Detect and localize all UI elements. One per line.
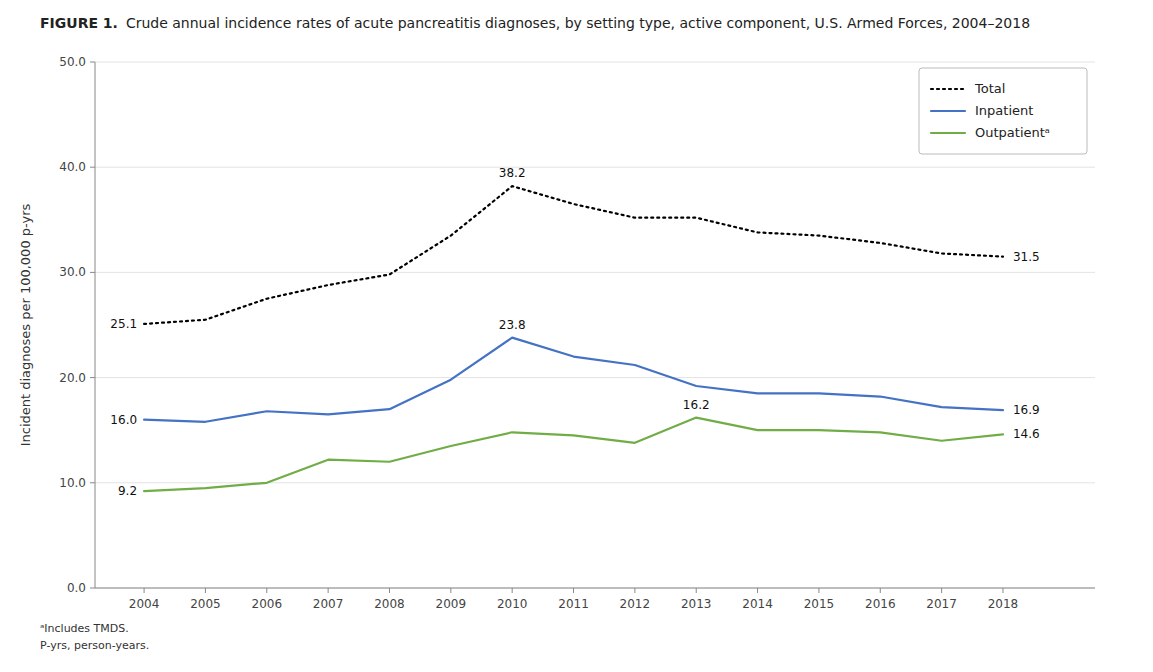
grid-line (95, 62, 1095, 63)
series-line (144, 186, 1003, 324)
legend-label: Total (974, 81, 1005, 96)
tick-label: 2016 (865, 597, 896, 611)
tick-label: 2006 (252, 597, 283, 611)
tick-mark (696, 588, 697, 593)
tick-mark (757, 588, 758, 593)
annotation: 23.8 (499, 318, 526, 332)
tick-mark (1002, 588, 1003, 593)
tick-label: 2008 (374, 597, 405, 611)
tick-mark (941, 588, 942, 593)
tick-mark (450, 588, 451, 593)
legend-swatch (931, 132, 965, 134)
y-axis (95, 62, 96, 588)
tick-label: 2017 (926, 597, 957, 611)
tick-mark (818, 588, 819, 593)
tick-label: 2004 (129, 597, 160, 611)
title-line: FIGURE 1. Crude annual incidence rates of… (40, 15, 1030, 31)
annotation: 25.1 (110, 317, 137, 331)
tick-label: 2011 (558, 597, 589, 611)
tick-mark (90, 62, 95, 63)
tick-mark (90, 588, 95, 589)
annotation: 16.0 (110, 413, 137, 427)
footnote: P-yrs, person-years. (40, 639, 149, 652)
tick-mark (144, 588, 145, 593)
annotation: 16.2 (683, 398, 710, 412)
tick-mark (205, 588, 206, 593)
tick-label: 2013 (681, 597, 712, 611)
annotation: 14.6 (1013, 427, 1040, 441)
tick-label: 10.0 (59, 476, 86, 490)
legend-swatch (931, 110, 965, 112)
tick-label: 30.0 (59, 265, 86, 279)
tick-label: 2018 (988, 597, 1019, 611)
tick-label: 2012 (620, 597, 651, 611)
series-line (144, 418, 1003, 492)
x-axis (95, 588, 1095, 589)
legend-box (919, 68, 1087, 154)
title: FIGURE 1. (40, 15, 118, 31)
tick-mark (880, 588, 881, 593)
tick-mark (573, 588, 574, 593)
legend-label: Inpatient (975, 103, 1033, 118)
legend: Total Inpatient Outpatientᵃ (919, 68, 1087, 154)
annotation: 9.2 (118, 484, 137, 498)
axis-label: Incident diagnoses per 100,000 p-yrs (18, 203, 33, 446)
annotation: 31.5 (1013, 250, 1040, 264)
plot-area (144, 186, 1003, 491)
tick-label: 20.0 (59, 371, 86, 385)
tick-label: 40.0 (59, 160, 86, 174)
tick-mark (90, 272, 95, 273)
annotation: 38.2 (499, 166, 526, 180)
tick-label: 0.0 (67, 581, 86, 595)
grid-line (95, 377, 1095, 378)
footnote: ᵃIncludes TMDS. (40, 622, 129, 635)
tick-label: 2015 (804, 597, 835, 611)
tick-mark (90, 167, 95, 168)
tick-label: 2005 (190, 597, 221, 611)
tick-mark (90, 482, 95, 483)
grid-line (95, 167, 1095, 168)
tick-mark (389, 588, 390, 593)
chart: FIGURE 1. Crude annual incidence rates of… (0, 0, 1153, 672)
tick-mark (634, 588, 635, 593)
tick-mark (90, 377, 95, 378)
grid-line (95, 482, 1095, 483)
tick-label: 2010 (497, 597, 528, 611)
tick-mark (328, 588, 329, 593)
grid-line (95, 588, 1095, 589)
subtitle: Crude annual incidence rates of acute pa… (126, 15, 1030, 31)
legend-label: Outpatientᵃ (975, 125, 1050, 140)
tick-label: 2014 (742, 597, 773, 611)
grid-line (95, 272, 1095, 273)
legend-swatch (931, 88, 965, 90)
tick-label: 2009 (436, 597, 467, 611)
tick-label: 2007 (313, 597, 344, 611)
annotation: 16.9 (1013, 403, 1040, 417)
tick-mark (266, 588, 267, 593)
series-line (144, 338, 1003, 422)
tick-label: 50.0 (59, 55, 86, 69)
tick-mark (512, 588, 513, 593)
